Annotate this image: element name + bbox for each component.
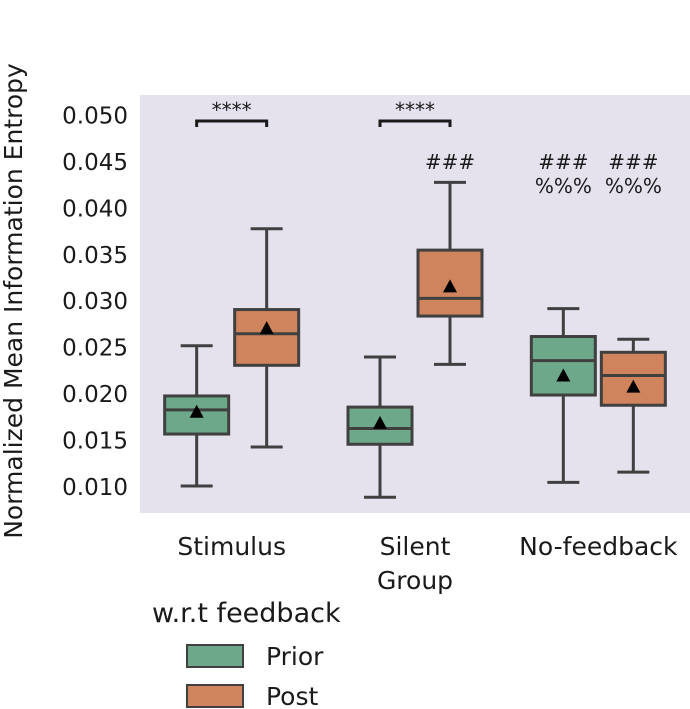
significance-bracket: **** — [378, 98, 452, 128]
mean-marker — [443, 279, 457, 293]
mean-marker — [259, 321, 274, 335]
box-prior-1 — [346, 355, 414, 499]
box-prior-2 — [529, 307, 597, 484]
box-iqr — [529, 335, 597, 397]
y-tick-label: 0.050 — [62, 103, 128, 129]
boxes-layer — [163, 180, 667, 499]
bracket-line — [195, 119, 269, 128]
significance-bracket: **** — [195, 98, 269, 128]
box-post-0 — [233, 227, 301, 449]
significance-label: **** — [212, 98, 252, 122]
legend-label: Prior — [266, 642, 324, 671]
x-category-label: Group — [377, 566, 453, 595]
box-iqr — [233, 308, 301, 367]
y-tick-label: 0.020 — [62, 382, 128, 408]
y-tick-label: 0.015 — [62, 429, 128, 455]
box-prior-0 — [163, 344, 231, 488]
y-axis-ticks: 0.010 0.015 0.020 0.025 0.030 0.035 0.040 0.045… — [62, 103, 128, 501]
y-tick-label: 0.025 — [62, 336, 128, 362]
bracket-line — [378, 119, 452, 128]
y-tick-label: 0.035 — [62, 243, 128, 269]
legend-swatch — [186, 684, 244, 708]
annotation-text: ### — [608, 150, 658, 174]
mean-marker — [189, 404, 204, 418]
y-axis-title: Normalized Mean Information Entropy — [0, 63, 28, 539]
legend-swatch — [186, 644, 244, 668]
mean-marker — [556, 368, 571, 382]
legend: w.r.t feedback Prior Post — [152, 598, 341, 709]
x-category-label: Silent — [380, 532, 451, 561]
legend-title: w.r.t feedback — [152, 598, 341, 629]
x-axis-categories: Stimulus Silent Group No-feedback — [177, 532, 678, 595]
mean-marker — [373, 415, 387, 429]
annotation-text: %%% — [535, 174, 592, 198]
box-post-1 — [416, 180, 484, 366]
annotation-text: ### — [425, 150, 475, 174]
significance-label: **** — [395, 98, 435, 122]
mean-marker — [626, 379, 641, 393]
y-tick-label: 0.040 — [62, 196, 128, 222]
y-tick-label: 0.030 — [62, 289, 128, 315]
x-category-label: No-feedback — [519, 532, 678, 561]
plot-area — [140, 95, 690, 513]
box-post-2 — [599, 337, 667, 474]
y-tick-label: 0.010 — [62, 475, 128, 501]
y-tick-label: 0.045 — [62, 150, 128, 176]
legend-label: Post — [266, 682, 319, 709]
box-iqr — [599, 350, 667, 407]
x-category-label: Stimulus — [177, 532, 286, 561]
annotations-layer: **** ****### ###%%%###%%% — [195, 98, 662, 198]
annotation-text: %%% — [605, 174, 662, 198]
annotation-text: ### — [538, 150, 588, 174]
